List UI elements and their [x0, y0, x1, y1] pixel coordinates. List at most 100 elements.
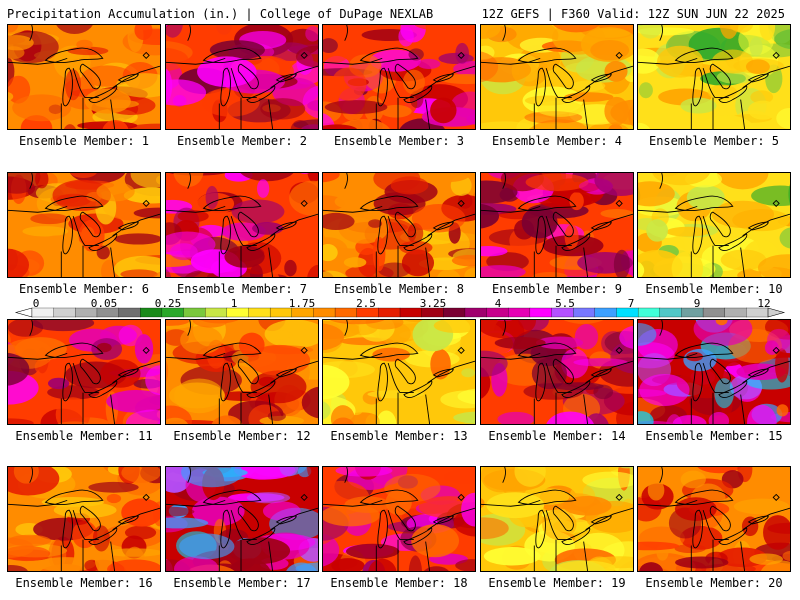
- ensemble-member-map: [480, 24, 634, 130]
- great-lakes-outline: [638, 467, 790, 571]
- precip-field: [481, 25, 633, 129]
- ensemble-member-label: Ensemble Member: 19: [488, 576, 626, 590]
- ensemble-member-map: [637, 466, 791, 572]
- great-lakes-outline: [638, 25, 790, 129]
- colorbar-tick-label: 4: [494, 297, 502, 310]
- colorbar-tick-label: 9: [693, 297, 701, 310]
- ensemble-member-label: Ensemble Member: 5: [648, 134, 780, 148]
- colorbar-swatch: [443, 307, 466, 318]
- ensemble-member-label: Ensemble Member: 18: [330, 576, 468, 590]
- ensemble-member-label: Ensemble Member: 13: [330, 429, 468, 443]
- ensemble-member-map: [637, 24, 791, 130]
- ensemble-member-label: Ensemble Member: 1: [18, 134, 150, 148]
- ensemble-member-label: Ensemble Member: 8: [333, 282, 465, 296]
- great-lakes-outline: [166, 25, 318, 129]
- colorbar-swatch: [334, 307, 358, 318]
- colorbar-tick-label: 12: [757, 297, 771, 310]
- colorbar-swatch: [118, 307, 141, 318]
- precip-field: [323, 25, 475, 129]
- colorbar-swatch: [313, 307, 336, 318]
- great-lakes-outline: [481, 173, 633, 277]
- great-lakes-outline: [638, 320, 790, 424]
- ensemble-member-label: Ensemble Member: 14: [488, 429, 626, 443]
- colorbar-min-arrow: [14, 307, 33, 318]
- ensemble-member-map: [7, 24, 161, 130]
- great-lakes-outline: [166, 173, 318, 277]
- colorbar-swatch: [378, 307, 401, 318]
- ensemble-member-map: [7, 172, 161, 278]
- ensemble-member-map: [7, 466, 161, 572]
- ensemble-member-map: [322, 24, 476, 130]
- great-lakes-outline: [8, 467, 160, 571]
- ensemble-member-label: Ensemble Member: 10: [645, 282, 783, 296]
- ensemble-member-map: [322, 172, 476, 278]
- ensemble-member-map: [480, 319, 634, 425]
- great-lakes-outline: [8, 25, 160, 129]
- colorbar-swatch: [659, 307, 682, 318]
- great-lakes-outline: [481, 467, 633, 571]
- great-lakes-outline: [8, 320, 160, 424]
- precip-field: [323, 173, 475, 277]
- great-lakes-outline: [323, 320, 475, 424]
- colorbar-tick-label: 0.05: [90, 297, 118, 310]
- ensemble-member-label: Ensemble Member: 4: [491, 134, 623, 148]
- precip-field: [481, 320, 633, 424]
- colorbar-swatch: [464, 307, 488, 318]
- great-lakes-outline: [481, 25, 633, 129]
- ensemble-member-label: Ensemble Member: 9: [491, 282, 623, 296]
- precip-field: [323, 320, 475, 424]
- ensemble-member-map: [165, 319, 319, 425]
- ensemble-member-map: [7, 319, 161, 425]
- great-lakes-outline: [166, 320, 318, 424]
- colorbar-tick-label: 0: [32, 297, 40, 310]
- colorbar-swatch: [508, 307, 531, 318]
- colorbar-tick-label: 3.25: [419, 297, 447, 310]
- ensemble-member-map: [480, 172, 634, 278]
- precip-field: [481, 467, 633, 571]
- precip-field: [166, 25, 318, 129]
- colorbar-tick-label: 1: [230, 297, 238, 310]
- precip-field: [638, 320, 790, 424]
- precip-field: [8, 320, 160, 424]
- colorbar-tick-label: 0.25: [154, 297, 182, 310]
- colorbar-tick-label: 2.5: [356, 297, 376, 310]
- precip-field: [8, 467, 160, 571]
- precip-field: [166, 173, 318, 277]
- colorbar-swatch: [594, 307, 617, 318]
- colorbar-tick-label: 5.5: [555, 297, 575, 310]
- precip-field: [481, 173, 633, 277]
- colorbar-graphic: [14, 307, 786, 318]
- precip-field: [166, 320, 318, 424]
- great-lakes-outline: [638, 173, 790, 277]
- great-lakes-outline: [8, 173, 160, 277]
- ensemble-member-label: Ensemble Member: 7: [176, 282, 308, 296]
- great-lakes-outline: [481, 320, 633, 424]
- colorbar-tick-label: 7: [627, 297, 635, 310]
- ensemble-member-label: Ensemble Member: 11: [15, 429, 153, 443]
- ensemble-member-map: [165, 24, 319, 130]
- precip-colorbar: [0, 298, 800, 318]
- precip-field: [8, 173, 160, 277]
- colorbar-swatch: [702, 307, 726, 318]
- colorbar-swatch: [53, 307, 76, 318]
- ensemble-member-label: Ensemble Member: 17: [173, 576, 311, 590]
- precip-field: [8, 25, 160, 129]
- ensemble-member-map: [165, 172, 319, 278]
- precip-field: [323, 467, 475, 571]
- ensemble-member-map: [322, 319, 476, 425]
- ensemble-member-map: [637, 319, 791, 425]
- precip-field: [638, 173, 790, 277]
- ensemble-member-map: [480, 466, 634, 572]
- ensemble-member-map: [322, 466, 476, 572]
- great-lakes-outline: [323, 173, 475, 277]
- great-lakes-outline: [323, 25, 475, 129]
- ensemble-member-label: Ensemble Member: 20: [645, 576, 783, 590]
- run-valid-time: 12Z GEFS | F360 Valid: 12Z SUN JUN 22 20…: [481, 7, 785, 21]
- ensemble-member-label: Ensemble Member: 6: [18, 282, 150, 296]
- ensemble-member-label: Ensemble Member: 2: [176, 134, 308, 148]
- colorbar-swatch: [183, 307, 206, 318]
- colorbar-swatch: [724, 307, 747, 318]
- colorbar-swatch: [399, 307, 423, 318]
- great-lakes-outline: [166, 467, 318, 571]
- colorbar-tick-label: 1.75: [288, 297, 316, 310]
